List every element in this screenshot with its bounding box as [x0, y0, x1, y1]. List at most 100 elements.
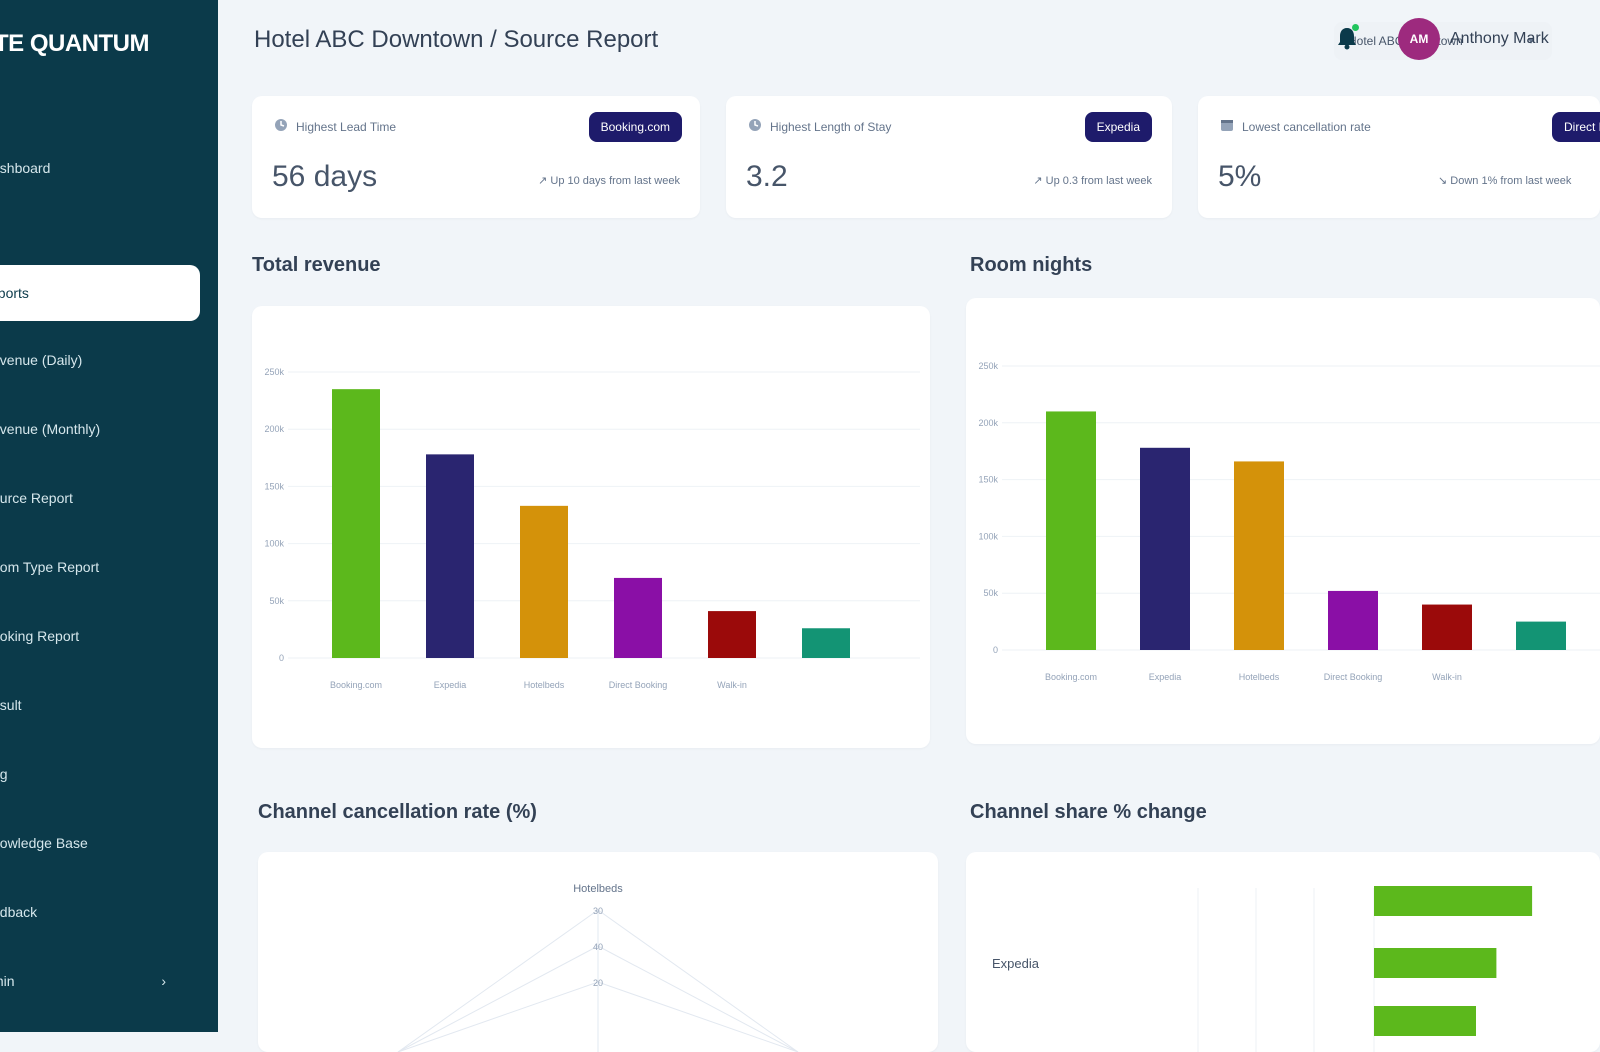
room-nights-bar-chart: 0 50k 100k 150k 200k 250k Booking.com Expedia Ho…	[978, 361, 1600, 682]
user-name[interactable]: Anthony Mark	[1450, 30, 1549, 47]
radar-tick-label: 30	[593, 906, 603, 916]
bar	[1374, 948, 1497, 978]
section-title-room-nights: Room nights	[970, 254, 1093, 276]
kpi-trend: ↗ Up 10 days from last week	[538, 175, 680, 187]
kpi-label: Highest Lead Time	[296, 120, 397, 134]
x-tick-label: Expedia	[1149, 672, 1182, 682]
y-tick-label: 100k	[978, 531, 998, 541]
radar-tick-label: 20	[593, 978, 603, 988]
share-hbar-chart: Expedia	[992, 886, 1533, 1052]
radar-ring	[397, 981, 799, 1052]
sidebar-item-dashboard[interactable]: ashboard	[0, 151, 202, 185]
y-tick-label: 200k	[264, 424, 284, 434]
bar	[1046, 411, 1096, 650]
sidebar-item-label: min	[0, 973, 15, 989]
y-category-label: Expedia	[992, 956, 1040, 971]
kpi-card-cancellation: Lowest cancellation rate Direct Booking …	[1198, 96, 1600, 218]
sidebar-item-source-report[interactable]: ource Report	[0, 481, 202, 515]
brand-logo: TE QUANTUM	[0, 30, 149, 57]
kpi-badge: Expedia	[1084, 112, 1152, 142]
x-tick-label: Direct Booking	[1324, 672, 1383, 682]
section-title-cancellation: Channel cancellation rate (%)	[258, 801, 537, 823]
bar	[520, 505, 568, 658]
radar-tick-label: 40	[593, 942, 603, 952]
sidebar-item-label: ooking Report	[0, 628, 80, 644]
section-title-revenue: Total revenue	[252, 254, 381, 276]
bar	[1422, 604, 1472, 650]
sidebar-item-consult[interactable]: nsult	[0, 688, 202, 722]
avatar[interactable]: AM	[1398, 18, 1440, 60]
bar	[708, 611, 756, 658]
radar-ring	[397, 945, 799, 1052]
kpi-label: Lowest cancellation rate	[1242, 120, 1371, 134]
sidebar-item-label: nsult	[0, 697, 22, 713]
bar	[1374, 886, 1533, 916]
share-chart-card: Expedia	[966, 852, 1600, 1052]
kpi-badge: Direct Booking	[1552, 112, 1600, 142]
sidebar-item-label: ource Report	[0, 490, 73, 506]
radar-axis-label: Hotelbeds	[573, 883, 623, 895]
breadcrumb: Hotel ABC Downtown / Source Report	[254, 26, 659, 53]
kpi-value: 3.2	[746, 160, 788, 193]
bar	[802, 628, 850, 658]
bell-icon[interactable]	[1336, 26, 1358, 50]
kpi-badge: Booking.com	[588, 112, 682, 142]
cancellation-radar-chart: Hotelbeds 30 40 20	[397, 883, 799, 1052]
sidebar-item-knowledge-base[interactable]: nowledge Base	[0, 826, 202, 860]
y-tick-label: 100k	[264, 539, 284, 549]
x-tick-label: Booking.com	[1045, 672, 1097, 682]
y-tick-label: 150k	[264, 481, 284, 491]
x-tick-label: Hotelbeds	[524, 680, 565, 690]
bar	[1374, 1006, 1476, 1036]
kpi-value: 5%	[1218, 160, 1262, 193]
sidebar-item-my[interactable]: y	[0, 98, 202, 132]
sidebar-item-ng[interactable]: ng	[0, 757, 202, 791]
x-tick-label: Hotelbeds	[1239, 672, 1280, 682]
trend-down-icon: ↘	[1438, 175, 1451, 187]
sidebar-item-revenue-daily[interactable]: evenue (Daily)	[0, 343, 202, 377]
y-tick-label: 250k	[978, 361, 998, 371]
clock-icon	[275, 119, 287, 131]
x-tick-label: Walk-in	[717, 680, 747, 690]
revenue-bar-chart: 0 50k 100k 150k 200k 250k Booking.com Expedia Ho…	[264, 367, 920, 690]
trend-up-icon: ↗	[538, 175, 551, 187]
kpi-value: 56 days	[272, 160, 378, 193]
sidebar-item-room-type-report[interactable]: oom Type Report	[0, 550, 202, 584]
sidebar-item-revenue-monthly[interactable]: evenue (Monthly)	[0, 412, 202, 446]
y-tick-label: 0	[993, 645, 998, 655]
y-tick-label: 150k	[978, 475, 998, 485]
chevron-down-icon: ▾	[1527, 33, 1534, 47]
clock-icon	[749, 119, 761, 131]
x-tick-label: Expedia	[434, 680, 467, 690]
x-tick-label: Walk-in	[1432, 672, 1462, 682]
y-tick-label: 250k	[264, 367, 284, 377]
radar-ring	[397, 909, 799, 1052]
y-tick-label: 50k	[983, 588, 998, 598]
room-nights-chart-card: 0 50k 100k 150k 200k 250k Booking.com Expedia Ho…	[966, 298, 1600, 744]
bar	[426, 454, 474, 658]
bar	[1234, 461, 1284, 650]
bar	[1516, 621, 1566, 650]
kpi-card-length-of-stay: Highest Length of Stay Expedia 3.2 ↗ Up …	[726, 96, 1172, 218]
sidebar-item-label: oom Type Report	[0, 559, 100, 575]
chevron-right-icon: ›	[161, 973, 166, 989]
sidebar-item-booking-report[interactable]: ooking Report	[0, 619, 202, 653]
y-tick-label: 0	[279, 653, 284, 663]
sidebar-item-label: nowledge Base	[0, 835, 88, 851]
sidebar-item-admin[interactable]: min ›	[0, 964, 202, 998]
sidebar-item-label: ashboard	[0, 160, 51, 176]
bar	[614, 577, 662, 658]
bar	[332, 389, 380, 658]
y-tick-label: 50k	[269, 596, 284, 606]
kpi-label: Highest Length of Stay	[770, 120, 892, 134]
y-tick-label: 200k	[978, 418, 998, 428]
cancellation-chart-card: Hotelbeds 30 40 20	[258, 852, 938, 1052]
kpi-trend: ↘ Down 1% from last week	[1438, 175, 1572, 187]
kpi-trend: ↗ Up 0.3 from last week	[1033, 175, 1152, 187]
sidebar-item-label: evenue (Monthly)	[0, 421, 101, 437]
bar	[1328, 590, 1378, 650]
